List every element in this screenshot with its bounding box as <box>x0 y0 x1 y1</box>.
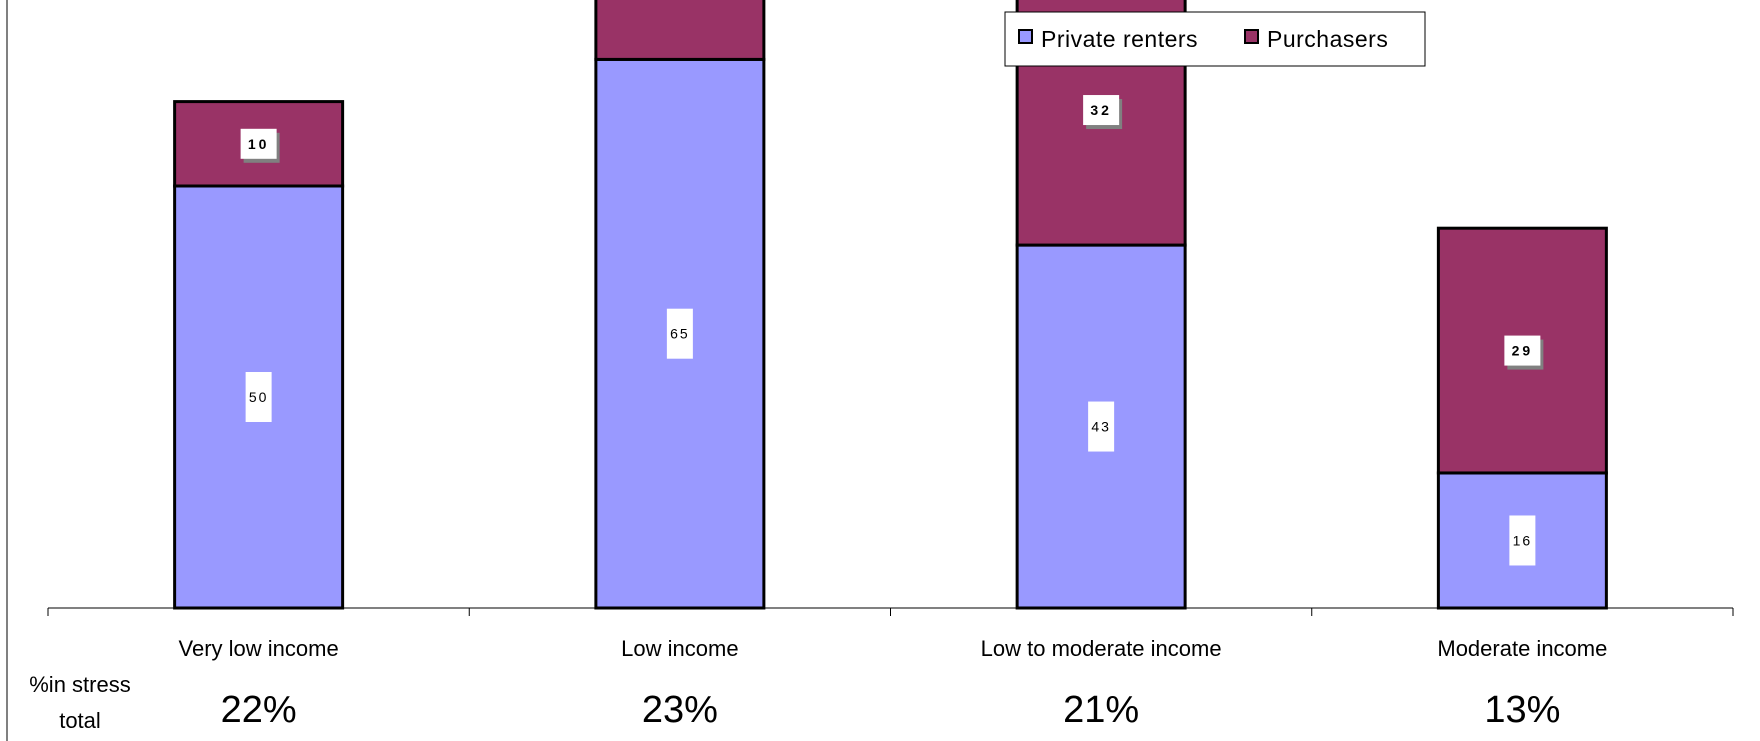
bar-purchasers-2 <box>594 0 766 61</box>
legend-box <box>1004 11 1426 67</box>
legend-swatch-private-renters <box>1018 29 1033 44</box>
data-label-private-renters-3: 43 <box>1091 419 1111 435</box>
data-label-box <box>1509 515 1536 566</box>
data-label-box <box>240 128 277 159</box>
data-label-purchasers-3: 32 <box>1090 102 1112 118</box>
total-in-stress-1: 22% <box>221 689 297 731</box>
data-label-purchasers-4: 29 <box>1512 343 1534 359</box>
x-tick-label-4: Moderate income <box>1437 636 1607 661</box>
data-label-box <box>1083 95 1120 126</box>
side-label-line-2: total <box>59 708 101 733</box>
legend: Private renters Purchasers <box>1004 11 1426 67</box>
data-label-box <box>1504 335 1541 366</box>
bars-group: 5010652043321629 <box>173 0 1608 610</box>
total-in-stress-2: 23% <box>642 689 718 731</box>
x-tick-label-3: Low to moderate income <box>981 636 1222 661</box>
x-axis: Very low income 22% Low income 23% Low to mo… <box>47 607 1734 731</box>
total-in-stress-4: 13% <box>1484 689 1560 731</box>
legend-label-purchasers: Purchasers <box>1267 26 1388 52</box>
data-label-box <box>666 308 693 359</box>
data-label-private-renters-1: 50 <box>249 389 269 405</box>
legend-swatch-purchasers <box>1244 29 1259 44</box>
legend-label-private-renters: Private renters <box>1041 26 1198 52</box>
data-label-purchasers-1: 10 <box>248 136 270 152</box>
data-label-box <box>245 372 272 422</box>
data-label-private-renters-4: 16 <box>1513 532 1533 548</box>
total-in-stress-3: 21% <box>1063 689 1139 731</box>
side-label-line-1: %in stress <box>29 672 130 697</box>
data-label-private-renters-2: 65 <box>670 326 690 342</box>
data-label-box <box>1088 401 1115 452</box>
x-tick-label-2: Low income <box>621 636 738 661</box>
x-tick-label-1: Very low income <box>179 636 339 661</box>
